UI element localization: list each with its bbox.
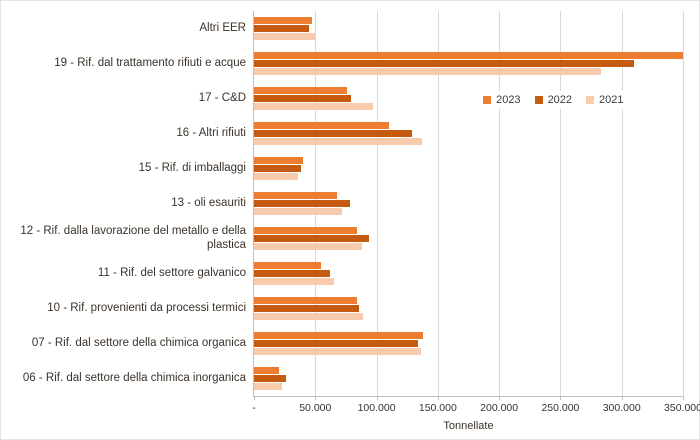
bar-2022 [254,305,360,312]
bar-2021 [254,313,364,320]
x-tick-label: 150.000 [418,402,457,414]
category-labels: Altri EER 19 - Rif. dal trattamento rifiu… [5,11,253,439]
bar-group [254,326,683,361]
gridline [560,11,562,396]
gridline [621,11,623,396]
bar-2023 [254,332,424,339]
gridline [683,11,684,396]
category-label: 07 - Rif. dal settore della chimica orga… [31,336,246,349]
legend-item-2023: 2023 [483,94,521,106]
bar-group [254,46,683,81]
bar-2023 [254,122,389,129]
bar-2022 [254,375,286,382]
bar-2021 [254,243,362,250]
bar-2022 [254,130,413,137]
legend-label-2023: 2023 [496,94,521,106]
bar-2022 [254,270,330,277]
bar-2023 [254,227,357,234]
bar-2021 [254,103,373,110]
x-tick-label: 250.000 [541,402,580,414]
x-tick-label: 300.000 [602,402,641,414]
legend-item-2022: 2022 [534,94,573,106]
legend-swatch-2021 [586,96,595,104]
bar-2022 [254,25,310,32]
bar-2021 [254,348,421,355]
bar-group [254,291,683,326]
category-label: Altri EER [199,21,246,34]
legend-swatch-2023 [483,96,492,104]
legend-label-2022: 2022 [547,94,573,106]
bar-2021 [254,138,422,145]
plot-area: 2023 2022 2021 Tonnellate - 50.000 100.000 15… [252,11,700,432]
category-label: 06 - Rif. dal settore della chimica inor… [22,371,246,384]
gridline [376,11,378,396]
bar-2022 [254,95,351,102]
legend-item-2021: 2021 [586,94,624,106]
bar-group [254,81,683,116]
x-tick-mark [560,396,562,400]
bar-2021 [254,33,316,40]
bar-2023 [254,17,312,24]
x-tick-label: 200.000 [480,402,519,414]
bar-2021 [254,208,343,215]
category-label: 12 - Rif. dalla lavorazione del metallo … [20,225,246,251]
category-label: 11 - Rif. del settore galvanico [97,266,246,279]
x-tick-mark [621,396,623,400]
bar-2023 [254,297,357,304]
category-label: 13 - oli esauriti [171,196,246,209]
bar-2023 [254,367,279,374]
bar-group [254,361,683,396]
x-tick-label: 350.000 [664,402,700,414]
bar-2021 [254,278,334,285]
bar-group [254,186,683,221]
category-label: 17 - C&D [198,91,246,104]
legend-swatch-2022 [534,96,543,104]
bar-group [254,11,683,46]
category-label: 15 - Rif. di imballaggi [138,161,246,174]
x-tick-mark [376,396,378,400]
bar-2022 [254,60,634,67]
bar-2023 [254,157,304,164]
bar-2021 [254,68,601,75]
x-axis-title: Tonnellate [443,420,494,432]
bar-2021 [254,173,299,180]
bar-2023 [254,192,338,199]
gridline [437,11,439,396]
bar-2023 [254,262,322,269]
bar-2022 [254,235,370,242]
x-tick-mark [437,396,439,400]
category-label: 19 - Rif. dal trattamento rifiuti e acqu… [54,56,246,69]
x-tick-label: 100.000 [357,402,396,414]
x-tick-label: - [252,402,256,414]
x-tick-mark [683,396,684,400]
gridline [499,11,501,396]
legend: 2023 2022 2021 [477,91,630,109]
bar-group [254,221,683,256]
bar-2023 [254,87,348,94]
category-label: 16 - Altri rifiuti [176,126,246,139]
x-tick-mark [315,396,317,400]
bar-group [254,116,683,151]
bar-2022 [254,340,419,347]
bar-group [254,256,683,291]
bar-group [254,151,683,186]
legend-label-2021: 2021 [599,94,624,106]
category-label: 10 - Rif. provenienti da processi termic… [47,301,246,314]
x-tick-mark [499,396,501,400]
bar-2023 [254,52,683,59]
bar-2022 [254,165,301,172]
x-tick-label: 50.000 [299,402,332,414]
x-tick-mark [254,396,255,400]
bar-2022 [254,200,350,207]
bar-2021 [254,383,283,390]
